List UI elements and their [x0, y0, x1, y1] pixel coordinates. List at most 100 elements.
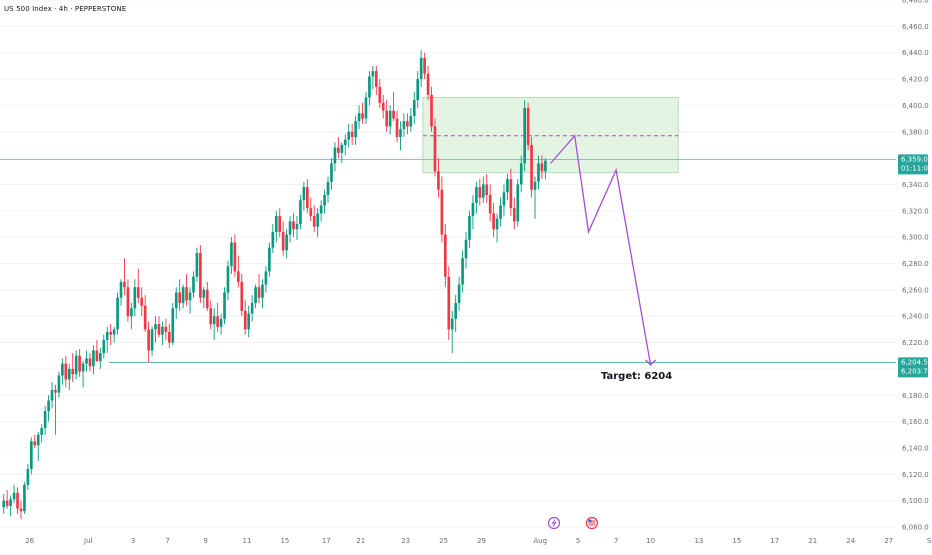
- candle-body: [247, 313, 250, 330]
- candle-body: [199, 252, 202, 298]
- candle: [285, 229, 288, 259]
- candle: [136, 268, 140, 304]
- candle-body: [168, 332, 171, 343]
- candle: [188, 287, 192, 314]
- candle-body: [174, 292, 178, 309]
- candle: [519, 155, 523, 193]
- candle-body: [202, 289, 206, 298]
- candle: [223, 287, 226, 325]
- lightning-glyph: [551, 519, 557, 527]
- candle: [57, 371, 61, 398]
- candle: [250, 295, 254, 322]
- candle-body: [61, 363, 64, 376]
- candle: [395, 110, 399, 143]
- candle-body: [354, 121, 357, 138]
- candle-body: [81, 363, 85, 372]
- candle-body: [119, 281, 123, 298]
- price-tick-label: 6,140.0: [902, 444, 929, 452]
- candle-body: [164, 326, 168, 333]
- time-tick-label: 21: [808, 537, 817, 545]
- candle: [147, 321, 150, 363]
- candle-body: [306, 187, 309, 209]
- candle: [419, 50, 423, 87]
- candle: [36, 432, 40, 462]
- candle: [61, 358, 64, 385]
- candle: [178, 279, 181, 311]
- candle: [375, 65, 378, 95]
- candle-body: [447, 276, 451, 330]
- candle: [409, 108, 413, 132]
- candle: [444, 223, 447, 288]
- candle: [150, 326, 154, 356]
- flag-canton: [588, 519, 592, 523]
- candle: [99, 347, 102, 369]
- candle-body: [526, 108, 530, 145]
- candle-body: [47, 400, 50, 412]
- candle-body: [50, 389, 54, 401]
- price-axis: 6,080.0 6,100.0 6,120.0 6,140.0 6,160.0 6,180…: [902, 0, 929, 532]
- candle: [350, 123, 354, 145]
- candle-body: [281, 231, 285, 251]
- candle: [464, 231, 468, 269]
- candle-body: [43, 411, 47, 429]
- price-tick-label: 6,220.0: [902, 339, 929, 347]
- candle: [316, 208, 319, 238]
- event-markers: [547, 516, 599, 530]
- candle-body: [285, 234, 288, 251]
- candle: [240, 274, 244, 317]
- candle: [19, 500, 23, 520]
- price-tick-label: 6,460.0: [902, 23, 929, 31]
- price-tick-label: 6,160.0: [902, 418, 929, 426]
- candle: [109, 324, 112, 346]
- candle: [264, 266, 268, 293]
- candle-body: [188, 292, 192, 301]
- candle: [468, 210, 471, 248]
- candle-body: [519, 163, 523, 185]
- candle: [67, 363, 71, 390]
- candle: [368, 71, 371, 106]
- candle-body: [485, 184, 489, 195]
- candle: [81, 360, 85, 388]
- candle-body: [33, 441, 37, 446]
- candle-body: [475, 187, 478, 203]
- candle: [492, 202, 495, 238]
- candle-body: [409, 115, 413, 127]
- candle: [461, 250, 464, 293]
- candle-body: [506, 179, 509, 193]
- candle: [385, 100, 388, 132]
- candle-body: [71, 368, 75, 375]
- candle: [357, 105, 361, 130]
- candle: [295, 216, 299, 240]
- candle-body: [205, 289, 209, 309]
- candle-body: [350, 131, 354, 138]
- candle: [454, 295, 457, 333]
- candle: [88, 353, 92, 372]
- candle-body: [105, 332, 109, 340]
- badge-bg: [898, 357, 928, 378]
- candle: [140, 287, 144, 317]
- candle: [402, 113, 406, 138]
- candle-body: [250, 303, 254, 314]
- candle-body: [402, 121, 406, 130]
- candle: [154, 316, 157, 343]
- candle-body: [292, 221, 295, 230]
- candle-body: [102, 339, 106, 354]
- current-price-badge: 6,359.001:11:00: [898, 154, 932, 175]
- candle-body: [181, 287, 185, 304]
- candle: [516, 179, 520, 227]
- candle-body: [357, 113, 361, 122]
- candle-body: [499, 205, 502, 219]
- candle: [306, 179, 309, 214]
- candle-body: [237, 271, 240, 282]
- candle: [119, 279, 123, 306]
- price-tick-label: 6,480.0: [902, 0, 929, 5]
- candle-body: [212, 316, 216, 325]
- badge-text: 6,204.5: [901, 358, 928, 366]
- time-tick-label: 25: [439, 537, 448, 545]
- candle: [495, 213, 499, 243]
- candle-body: [195, 252, 199, 277]
- candle: [299, 194, 302, 230]
